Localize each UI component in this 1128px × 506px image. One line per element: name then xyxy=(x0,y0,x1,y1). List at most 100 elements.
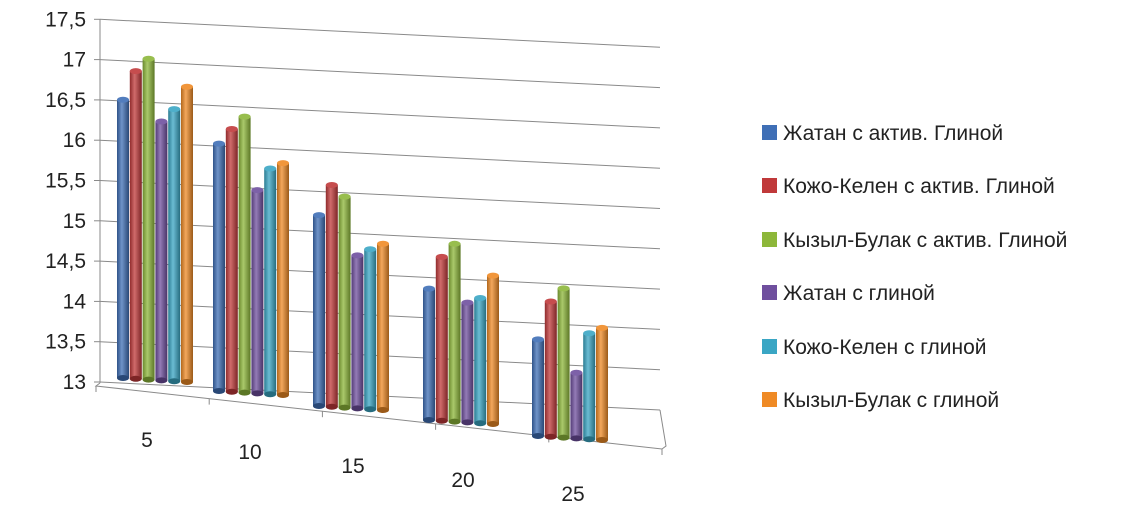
y-tick-label: 15 xyxy=(63,210,86,233)
gridline xyxy=(99,139,661,169)
bar-top xyxy=(251,187,264,194)
legend-swatch xyxy=(762,392,777,407)
y-tick-label: 15,5 xyxy=(45,170,86,193)
bar-base xyxy=(117,375,129,381)
bar-body xyxy=(532,339,544,436)
bar-body xyxy=(461,302,474,423)
legend-label: Кызыл-Булак с глиной xyxy=(783,389,999,412)
bar-top xyxy=(583,330,596,337)
bar-top xyxy=(448,240,461,247)
legend-swatch xyxy=(762,339,777,354)
chart-axes xyxy=(94,18,667,455)
bar-body xyxy=(583,333,596,440)
gridline xyxy=(99,220,661,250)
bar xyxy=(377,240,389,413)
bar xyxy=(142,55,155,383)
chart-bars xyxy=(117,55,608,443)
bar-body xyxy=(364,249,377,410)
bar xyxy=(364,246,377,413)
bar-base xyxy=(435,417,448,424)
bar xyxy=(325,181,338,410)
bar-top xyxy=(364,246,377,253)
bar-top xyxy=(325,181,338,188)
bar xyxy=(532,336,544,439)
bar-base xyxy=(364,406,377,413)
bar-body xyxy=(142,58,155,380)
bar xyxy=(596,324,608,443)
bar xyxy=(264,165,277,398)
bar-body xyxy=(423,288,435,420)
bar-top xyxy=(474,294,487,301)
bar xyxy=(351,252,364,412)
bar-top xyxy=(423,285,435,292)
bar-body xyxy=(313,215,325,406)
bar-body xyxy=(238,116,251,393)
x-tick-label: 15 xyxy=(341,455,364,478)
bar xyxy=(213,140,225,394)
bar-top xyxy=(155,118,168,125)
bar xyxy=(155,118,168,384)
bar-body xyxy=(117,99,129,378)
bar-base xyxy=(557,434,570,441)
legend-item: Кызыл-Булак с актив. Глиной xyxy=(762,229,1067,252)
x-tick-label: 5 xyxy=(141,429,153,452)
bar-body xyxy=(544,301,557,437)
bar xyxy=(238,113,251,396)
bar-base xyxy=(142,376,155,383)
bar-base xyxy=(544,433,557,440)
legend-item: Кожо-Келен с актив. Глиной xyxy=(762,175,1055,198)
chart-legend: Жатан с актив. Глиной Кожо-Келен с актив.… xyxy=(762,122,1067,412)
bar-top xyxy=(277,160,289,167)
bar-body xyxy=(596,327,608,440)
bar-base xyxy=(277,392,289,398)
x-tick-label: 25 xyxy=(561,483,584,506)
bar-base xyxy=(155,377,168,384)
chart-tick-labels: 13 13,5 14 14,5 15 15,5 16 16,5 17 17,5 5 10 15 20 25 xyxy=(45,8,585,506)
bar-base xyxy=(338,404,351,411)
bar-top xyxy=(596,324,608,331)
bar-base xyxy=(129,375,142,382)
legend-item: Жатан с актив. Глиной xyxy=(762,122,1003,145)
legend-item: Кызыл-Булак с глиной xyxy=(762,389,999,412)
legend-swatch xyxy=(762,178,777,193)
bar xyxy=(168,106,181,385)
bar-body xyxy=(155,121,168,381)
bar-base xyxy=(583,436,596,443)
bar xyxy=(487,272,499,427)
bar-top xyxy=(238,113,251,120)
bar-top xyxy=(225,125,238,132)
legend-swatch xyxy=(762,232,777,247)
bar-top xyxy=(351,252,364,259)
bar-top xyxy=(338,193,351,200)
y-tick-label: 14,5 xyxy=(45,250,86,273)
bar-body xyxy=(181,86,193,383)
bar-base xyxy=(251,390,264,397)
legend-label: Жатан с глиной xyxy=(783,282,935,305)
bar xyxy=(251,187,264,397)
bar-top xyxy=(213,140,225,147)
legend-item: Кожо-Келен с глиной xyxy=(762,336,987,359)
bar-top xyxy=(377,240,389,247)
legend-label: Жатан с актив. Глиной xyxy=(783,122,1003,145)
legend-swatch xyxy=(762,285,777,300)
bar-body xyxy=(487,275,499,424)
bar-body xyxy=(557,288,570,438)
legend-item: Жатан с глиной xyxy=(762,282,935,305)
bar xyxy=(544,298,557,440)
bar-base xyxy=(474,420,487,427)
bar xyxy=(474,294,487,427)
bar-base xyxy=(351,405,364,412)
bar-body xyxy=(377,243,389,410)
y-tick-label: 13 xyxy=(63,371,86,394)
bar-base xyxy=(264,391,277,398)
bar-top xyxy=(129,68,142,75)
bar xyxy=(129,68,142,382)
bar-top xyxy=(487,272,499,279)
bar-body xyxy=(225,128,238,392)
y-tick-label: 17,5 xyxy=(45,8,86,31)
bar-top xyxy=(313,212,325,219)
bar xyxy=(583,330,596,443)
legend-label: Кызыл-Булак с актив. Глиной xyxy=(783,229,1067,252)
bar-body xyxy=(129,71,142,379)
bar-top xyxy=(264,165,277,172)
